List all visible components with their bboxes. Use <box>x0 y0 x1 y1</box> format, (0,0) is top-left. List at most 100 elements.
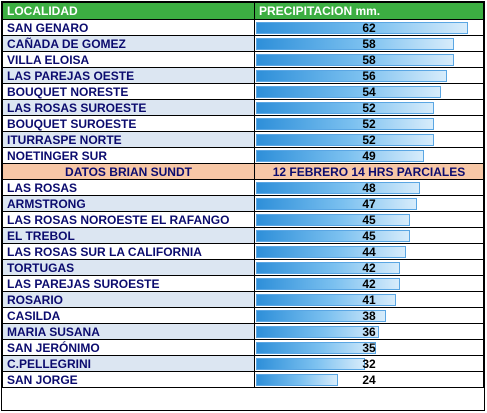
precipitation-bar <box>256 374 338 386</box>
precipitation-cell: 41 <box>254 291 484 308</box>
precipitation-value: 32 <box>362 357 376 371</box>
table-row: LAS PAREJAS OESTE 56 <box>2 67 484 84</box>
table-row: VILLA ELOISA 58 <box>2 51 484 68</box>
precipitation-cell: 58 <box>254 35 484 52</box>
locality-name: VILLA ELOISA <box>2 51 255 68</box>
precipitation-bar <box>256 86 441 98</box>
locality-name: C.PELLEGRINI <box>2 355 255 372</box>
table-row: CAÑADA DE GOMEZ 58 <box>2 35 484 52</box>
section-source-label: DATOS BRIAN SUNDT <box>2 163 255 180</box>
locality-name: LAS PAREJAS SUROESTE <box>2 275 255 292</box>
precipitation-cell: 24 <box>254 371 484 388</box>
precipitation-cell: 47 <box>254 195 484 212</box>
precipitation-value: 47 <box>362 197 376 211</box>
locality-name: EL TREBOL <box>2 227 255 244</box>
precipitation-value: 38 <box>362 309 376 323</box>
precipitation-cell: 42 <box>254 275 484 292</box>
table-row: SAN JERÓNIMO 35 <box>2 339 484 356</box>
locality-name: LAS ROSAS SUROESTE <box>2 99 255 116</box>
header-locality: LOCALIDAD <box>2 2 255 20</box>
precipitation-value: 48 <box>362 181 376 195</box>
precipitation-cell: 54 <box>254 83 484 100</box>
precipitation-bar <box>256 262 400 274</box>
precipitation-cell: 52 <box>254 115 484 132</box>
table-row: BOUQUET SUROESTE 52 <box>2 115 484 132</box>
precipitation-value: 35 <box>362 341 376 355</box>
precipitation-bar <box>256 342 376 354</box>
precipitation-bar <box>256 54 454 66</box>
precipitation-bar <box>256 102 434 114</box>
locality-name: CASILDA <box>2 307 255 324</box>
precipitation-value: 62 <box>362 21 376 35</box>
precipitation-bar <box>256 246 406 258</box>
precipitation-value: 45 <box>362 229 376 243</box>
precipitation-cell: 56 <box>254 67 484 84</box>
table-row: TORTUGAS 42 <box>2 259 484 276</box>
precipitation-value: 52 <box>362 133 376 147</box>
precipitation-cell: 48 <box>254 179 484 196</box>
locality-name: BOUQUET NORESTE <box>2 83 255 100</box>
table-row: LAS ROSAS SUROESTE 52 <box>2 99 484 116</box>
locality-name: LAS PAREJAS OESTE <box>2 67 255 84</box>
table-row: LAS ROSAS SUR LA CALIFORNIA 44 <box>2 243 484 260</box>
precipitation-cell: 62 <box>254 19 484 36</box>
precipitation-bar <box>256 310 386 322</box>
precipitation-cell: 52 <box>254 131 484 148</box>
precipitation-bar <box>256 230 410 242</box>
precipitation-value: 58 <box>362 53 376 67</box>
precipitation-bar <box>256 294 396 306</box>
locality-name: NOETINGER SUR <box>2 147 255 164</box>
table-row: LAS ROSAS NOROESTE EL RAFANGO 45 <box>2 211 484 228</box>
table-row: ITURRASPE NORTE 52 <box>2 131 484 148</box>
precipitation-value: 49 <box>362 149 376 163</box>
section-date-label: 12 FEBRERO 14 HRS PARCIALES <box>254 163 484 180</box>
locality-name: SAN JORGE <box>2 371 255 388</box>
precipitation-bar <box>256 22 468 34</box>
table-row: ROSARIO 41 <box>2 291 484 308</box>
table-row: LAS ROSAS 48 <box>2 179 484 196</box>
precipitation-value: 42 <box>362 277 376 291</box>
locality-name: BOUQUET SUROESTE <box>2 115 255 132</box>
locality-name: ITURRASPE NORTE <box>2 131 255 148</box>
table-row: EL TREBOL 45 <box>2 227 484 244</box>
precipitation-bar <box>256 214 410 226</box>
table-row: NOETINGER SUR 49 <box>2 147 484 164</box>
precipitation-cell: 58 <box>254 51 484 68</box>
table-row: ARMSTRONG 47 <box>2 195 484 212</box>
precipitation-bar <box>256 70 447 82</box>
precipitation-cell: 35 <box>254 339 484 356</box>
locality-name: TORTUGAS <box>2 259 255 276</box>
locality-name: LAS ROSAS SUR LA CALIFORNIA <box>2 243 255 260</box>
precipitation-value: 52 <box>362 101 376 115</box>
locality-name: SAN GENARO <box>2 19 255 36</box>
table-row: SAN GENARO 62 <box>2 19 484 36</box>
precipitation-cell: 38 <box>254 307 484 324</box>
precipitation-bar <box>256 358 365 370</box>
precipitation-cell: 42 <box>254 259 484 276</box>
precipitation-cell: 44 <box>254 243 484 260</box>
locality-name: SAN JERÓNIMO <box>2 339 255 356</box>
table-row: MARIA SUSANA 36 <box>2 323 484 340</box>
table-row: SAN JORGE 24 <box>2 371 484 388</box>
precipitation-cell: 32 <box>254 355 484 372</box>
precipitation-bar <box>256 118 434 130</box>
precipitation-value: 54 <box>362 85 376 99</box>
precipitation-cell: 36 <box>254 323 484 340</box>
precipitation-value: 41 <box>362 293 376 307</box>
precipitation-cell: 45 <box>254 211 484 228</box>
locality-name: MARIA SUSANA <box>2 323 255 340</box>
header-precipitation: PRECIPITACION mm. <box>254 2 484 20</box>
table-row: C.PELLEGRINI 32 <box>2 355 484 372</box>
locality-name: ARMSTRONG <box>2 195 255 212</box>
locality-name: ROSARIO <box>2 291 255 308</box>
precipitation-value: 24 <box>362 373 376 387</box>
precipitation-cell: 52 <box>254 99 484 116</box>
locality-name: LAS ROSAS <box>2 179 255 196</box>
precipitation-value: 56 <box>362 69 376 83</box>
header-row: LOCALIDAD PRECIPITACION mm. <box>2 2 484 20</box>
table-row: BOUQUET NORESTE 54 <box>2 83 484 100</box>
precipitation-bar <box>256 278 400 290</box>
precipitation-bar <box>256 326 379 338</box>
precipitation-value: 58 <box>362 37 376 51</box>
